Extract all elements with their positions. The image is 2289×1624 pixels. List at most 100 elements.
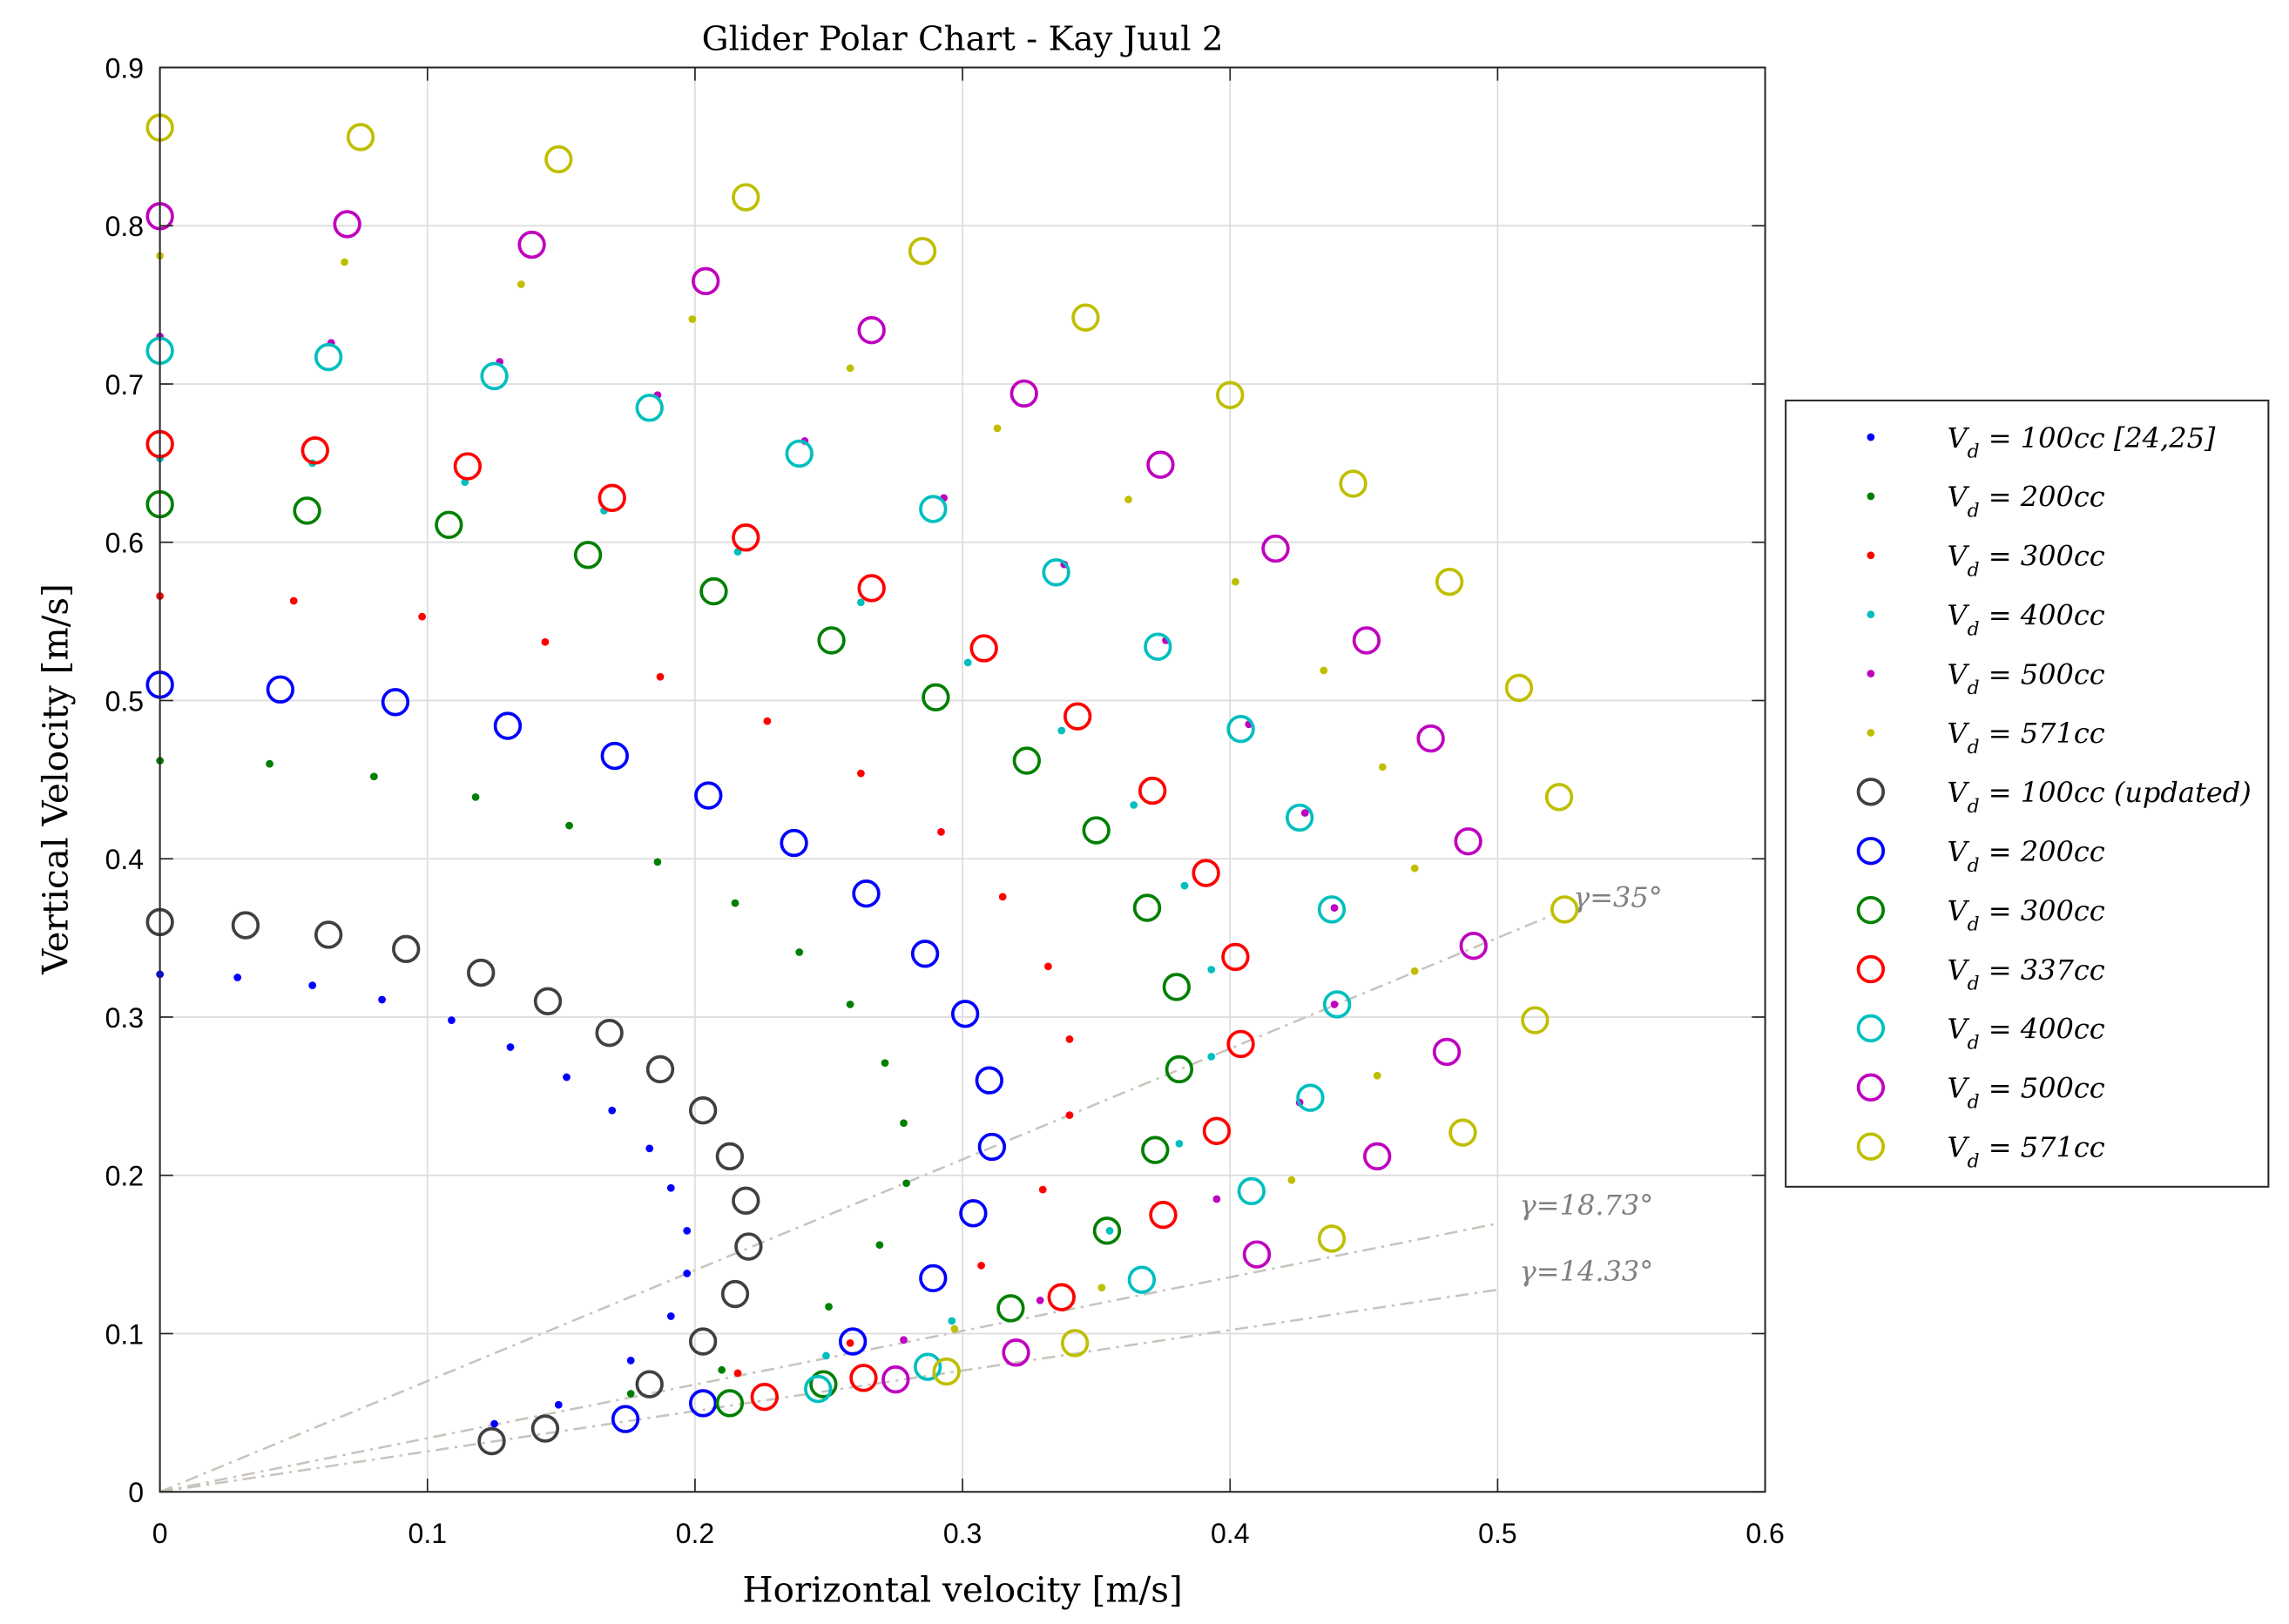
data-point-circle [1042,558,1070,587]
data-point-circle [1459,932,1488,960]
data-point-dot [656,672,665,681]
data-point-circle [734,1232,763,1261]
y-tick-label: 0.1 [105,1318,144,1350]
data-point-circle [692,266,720,296]
data-point-circle [1242,1240,1272,1269]
data-point-dot [846,364,854,373]
data-point-circle [804,1374,833,1404]
data-point-circle [1454,827,1482,856]
data-point-circle [1504,673,1534,703]
x-tick-label: 0.1 [409,1518,447,1549]
data-point-dot [1207,966,1216,974]
data-point-circle [1132,893,1162,922]
data-point-dot [1044,962,1052,971]
data-point-circle [715,1389,745,1418]
data-point-dot [1320,666,1328,675]
data-point-circle [922,683,950,712]
series-0 [156,970,692,1428]
data-point-circle [1363,1142,1392,1171]
data-point-dot [900,1119,908,1128]
data-point-circle [266,675,295,704]
data-point-circle [1285,803,1314,832]
legend-label: Vd = 100cc [24,25] [1947,421,2215,463]
data-point-dot [1373,1071,1381,1080]
data-point-circle [1092,1216,1122,1245]
data-point-circle [1192,859,1220,887]
data-point-circle [1296,1083,1325,1112]
y-tick-label: 0.3 [105,1002,144,1034]
data-point-dot [1175,1140,1184,1148]
data-point-circle [780,828,808,858]
data-point-circle [1226,1029,1255,1059]
data-point-dot [506,1043,515,1051]
data-point-circle [1521,1006,1550,1034]
data-point-circle [932,1357,961,1386]
data-point-circle [453,452,483,481]
x-tick-label: 0.4 [1211,1518,1249,1549]
data-point-dot [563,1073,571,1082]
data-point-circle [1071,303,1100,332]
data-point-dot [795,948,804,956]
data-point-dot [554,1400,563,1409]
series-3 [156,455,1216,1360]
data-point-circle [919,1263,948,1293]
y-tick-label: 0.5 [105,685,144,717]
data-point-circle [1149,1201,1178,1230]
series-11 [145,202,1488,1394]
data-point-dot [1105,1226,1114,1235]
data-point-circle [600,741,629,771]
data-point-circle [480,361,509,391]
data-point-dot [1038,1185,1047,1194]
data-point-circle [1317,895,1347,924]
data-point-circle [595,1018,624,1048]
data-point-dot [289,596,298,605]
axis-ticks: 0 0.1 0.2 0.3 0.4 0.5 0.6 0 0.1 0.2 0.3 0.4 0.5 0.6 0.… [105,52,1785,1549]
data-point-dot [418,612,427,621]
data-point-circle [231,911,260,940]
data-point-circle [715,1142,745,1171]
legend-marker [1867,551,1875,560]
x-tick-label: 0.5 [1478,1518,1516,1549]
data-point-dot [378,995,386,1004]
data-point-circle [1082,816,1111,845]
data-point-circle [732,523,760,552]
data-point-circle [852,879,881,908]
data-point-circle [910,940,940,968]
data-point-circle [1352,626,1381,655]
data-point-circle [1416,724,1445,753]
data-point-dot [977,1261,985,1270]
data-point-circle [913,1352,942,1381]
glide-lines: γ=35° γ=18.73° γ=14.33° [159,880,1663,1493]
data-point-dot [733,1369,742,1378]
data-point-dot [1180,881,1189,890]
data-point-dot [490,1419,498,1428]
data-point-dot [1207,1053,1216,1061]
data-point-dot [565,821,573,830]
data-point-circle [346,123,375,152]
data-point-dot [448,1016,456,1025]
data-point-circle [838,1327,868,1356]
data-point-circle [1317,1224,1347,1253]
data-point-circle [381,688,410,717]
data-point-circle [314,342,343,372]
data-point-circle [293,496,321,525]
series-7 [145,670,1007,1433]
y-tick-label: 0.2 [105,1161,144,1192]
data-point-circle [1162,973,1191,1001]
x-tick-label: 0.3 [943,1518,982,1549]
y-tick-label: 0.8 [105,211,144,242]
data-point-circle [1544,783,1574,812]
data-point-dot [1378,763,1387,772]
data-point-circle [732,1186,760,1215]
data-point-circle [1339,469,1367,498]
data-point-circle [975,1066,1003,1095]
series-1 [156,757,910,1398]
data-point-circle [720,1279,750,1309]
legend: Vd = 100cc [24,25] Vd = 200cc Vd = 300cc Vd… [1785,399,2270,1188]
legend-label: Vd = 337cc [1947,954,2104,995]
y-tick-label: 0.4 [105,844,144,875]
grid [159,67,1766,1493]
data-point-dot [731,899,739,907]
data-point-dot [846,1339,854,1347]
data-point-circle [1237,1176,1266,1206]
